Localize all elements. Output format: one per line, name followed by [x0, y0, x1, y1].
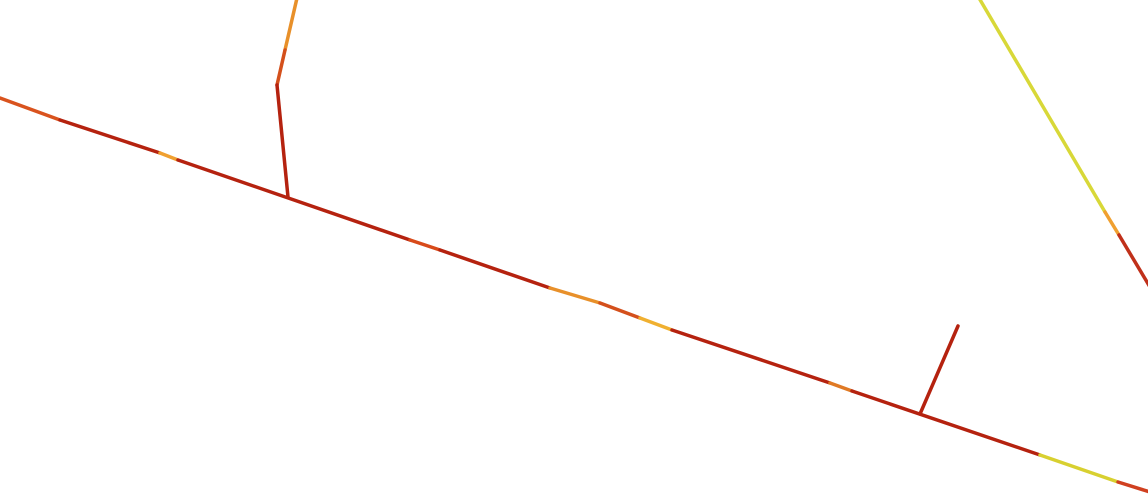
- road-segment: [176, 158, 412, 242]
- road-top-right: [978, 0, 1148, 288]
- road-segment: [978, 0, 1107, 214]
- road-segment: [638, 316, 674, 332]
- road-segment: [0, 96, 62, 122]
- road-segment: [548, 286, 602, 305]
- road-segment: [408, 238, 442, 252]
- branch-road-left: [275, 0, 299, 199]
- road-segment: [438, 248, 552, 290]
- road-segment: [1116, 480, 1148, 494]
- branch-road-right: [918, 324, 960, 416]
- road-segment: [1038, 453, 1120, 484]
- road-segment: [598, 301, 642, 320]
- road-segment: [275, 48, 287, 87]
- road-segment: [670, 328, 832, 385]
- road-segment: [283, 0, 299, 52]
- road-segment: [918, 324, 960, 416]
- road-segment: [275, 83, 290, 199]
- road-segment: [828, 381, 854, 393]
- road-segment: [850, 389, 1042, 457]
- road-segment: [58, 118, 162, 155]
- main-road: [0, 96, 1148, 494]
- road-segment: [1103, 210, 1121, 237]
- road-segment: [1117, 233, 1148, 288]
- road-segment: [158, 151, 180, 162]
